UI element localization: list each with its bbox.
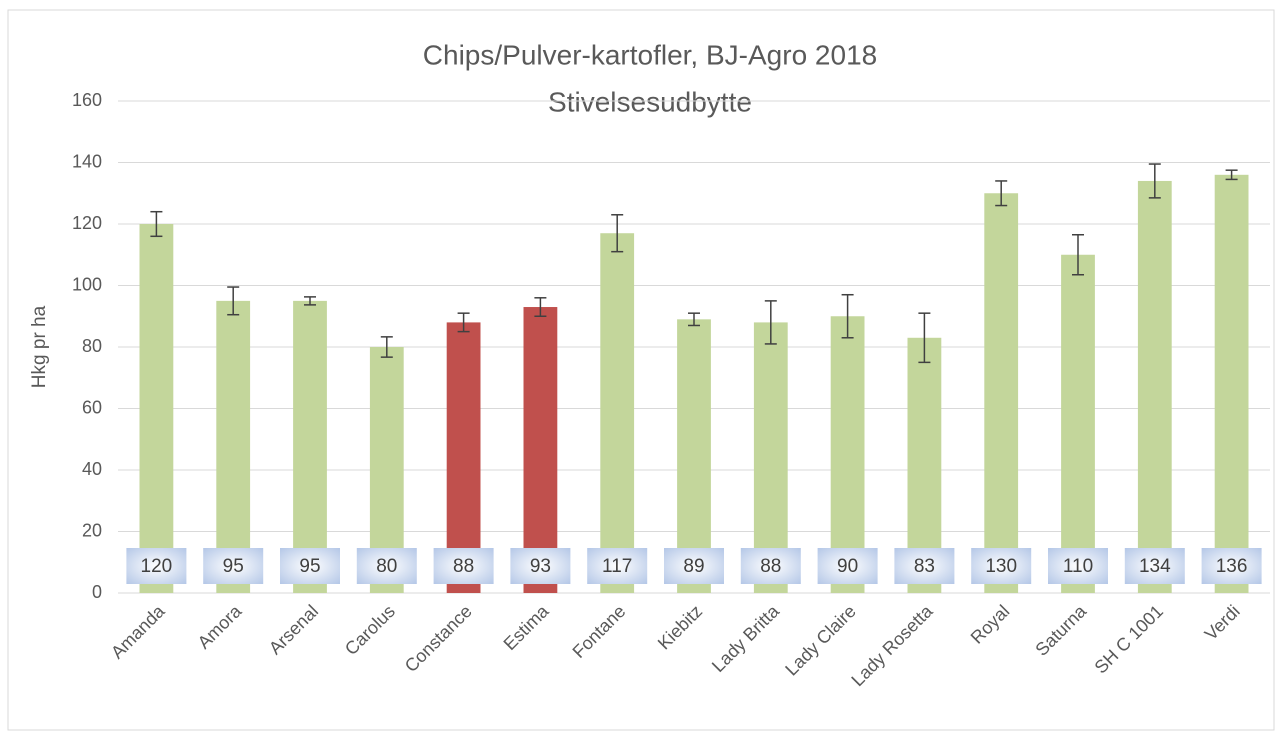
y-tick-label: 80 [82, 336, 102, 356]
bar [677, 319, 711, 593]
bar [446, 322, 481, 593]
y-tick-label: 20 [82, 520, 102, 540]
bar [1137, 180, 1172, 593]
y-tick-label: 160 [72, 90, 102, 110]
data-label: 110 [1063, 556, 1093, 577]
y-tick-label: 40 [82, 459, 102, 479]
y-tick-label: 100 [72, 274, 102, 294]
data-label-box [203, 548, 264, 584]
data-label-box [126, 548, 187, 584]
data-label-box [894, 548, 955, 584]
data-label: 88 [760, 556, 781, 577]
data-label: 130 [985, 556, 1017, 577]
data-label: 95 [299, 556, 320, 577]
bar [523, 307, 558, 593]
chart-title: Chips/Pulver-kartofler, BJ-Agro 2018 [423, 39, 877, 70]
y-axis-label: Hkg pr ha [29, 305, 50, 388]
y-tick-label: 60 [82, 397, 102, 417]
data-label: 134 [1139, 556, 1171, 577]
bar [139, 224, 174, 593]
data-label-box [510, 548, 571, 584]
bar [830, 316, 865, 593]
data-label-box [587, 548, 648, 584]
y-tick-label: 0 [92, 582, 102, 602]
data-label-box [433, 548, 494, 584]
y-tick-label: 140 [72, 151, 102, 171]
chart-subtitle: Stivelsesudbytte [548, 86, 752, 117]
data-label: 88 [453, 556, 474, 577]
data-label-box [1048, 548, 1108, 584]
data-label: 80 [376, 556, 397, 577]
data-label: 95 [223, 556, 244, 577]
bar [984, 193, 1019, 593]
data-label: 83 [914, 556, 935, 577]
data-label: 117 [602, 556, 632, 577]
data-label: 120 [141, 556, 173, 577]
data-label-box [971, 548, 1032, 584]
data-label-box [817, 548, 878, 584]
bar [600, 233, 635, 593]
bar [293, 300, 327, 593]
data-label-box [1201, 548, 1262, 584]
data-label: 93 [530, 556, 551, 577]
data-label-box [1124, 548, 1185, 584]
bar [753, 322, 788, 593]
bar [1214, 174, 1249, 594]
y-tick-label: 120 [72, 213, 102, 233]
data-label: 89 [683, 556, 704, 577]
data-label: 136 [1216, 556, 1248, 577]
data-label: 90 [837, 556, 858, 577]
data-label-box [664, 548, 724, 584]
data-label-box [280, 548, 340, 584]
data-label-box [356, 548, 417, 584]
data-label-box [740, 548, 801, 584]
bar [216, 300, 251, 593]
bar [1061, 254, 1095, 593]
